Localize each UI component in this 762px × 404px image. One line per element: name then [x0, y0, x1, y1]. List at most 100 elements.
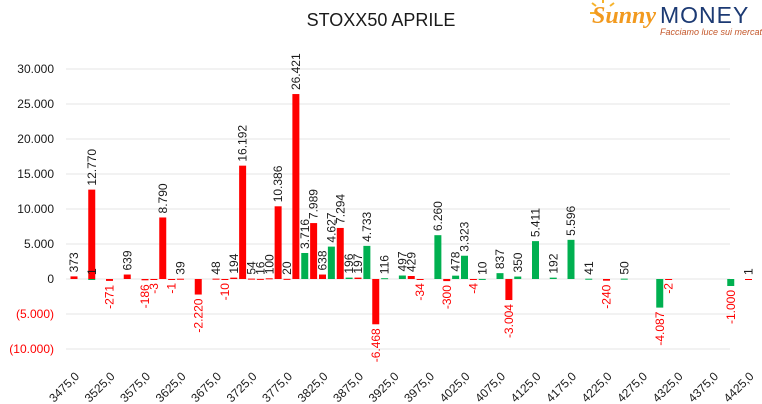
bar-call: [381, 278, 389, 280]
x-tick-label: 3575,0: [117, 369, 153, 404]
bar-put: [88, 189, 96, 279]
logo-brand-script: Sunny: [592, 3, 657, 29]
x-tick-label: 3475,0: [46, 369, 82, 404]
bar-put: [745, 278, 752, 280]
bar-call: [585, 278, 593, 280]
data-label: -2: [662, 283, 676, 294]
bar-call: [567, 239, 575, 279]
data-label: 194: [227, 253, 241, 273]
bar-put: [230, 277, 238, 279]
data-label: 1: [742, 268, 756, 275]
bar-call: [434, 235, 442, 279]
data-label: -3: [147, 283, 161, 294]
bar-put: [603, 279, 610, 281]
data-label: -10: [218, 283, 232, 301]
x-tick-label: 4175,0: [543, 369, 579, 404]
data-label: 4.733: [360, 212, 374, 242]
gridlines: [66, 68, 730, 350]
x-tick-label: 3925,0: [366, 369, 402, 404]
data-labels: 373 12.770 1 -271 639 -186-3 8.790 -1 39 -2.220 48…: [67, 53, 756, 362]
bar-put: [283, 278, 291, 280]
data-label: 7.294: [333, 194, 347, 224]
bar-put: [319, 274, 326, 279]
data-label: 16.192: [236, 125, 250, 162]
bar-put: [239, 165, 247, 279]
y-tick-label: (10.000): [9, 342, 54, 356]
bar-call: [398, 275, 406, 279]
y-axis-ticks: 30.000 25.000 20.000 15.000 10.000 5.000 0 (5.0…: [9, 62, 54, 356]
data-label: 4.627: [324, 212, 338, 242]
logo-tagline: Facciamo luce sui mercati: [660, 27, 762, 37]
data-label: -2.220: [191, 298, 205, 332]
bar-put: [416, 279, 424, 280]
data-label: 12.770: [85, 149, 99, 186]
data-label: 26.421: [289, 53, 303, 90]
data-label: 192: [546, 253, 560, 273]
data-label: 5.411: [529, 208, 543, 237]
bar-call: [478, 278, 486, 280]
bar-call: [301, 252, 309, 279]
x-tick-label: 4425,0: [721, 369, 757, 404]
data-label: -3.004: [502, 304, 516, 338]
y-tick-label: 30.000: [17, 62, 54, 76]
bar-put: [336, 227, 344, 279]
data-label: 20: [280, 261, 294, 275]
data-label: 48: [209, 261, 223, 275]
data-label: 3.323: [458, 221, 472, 251]
bar-put: [212, 278, 220, 280]
data-label: 50: [617, 261, 631, 275]
bar-put: [106, 279, 113, 281]
bar-call: [88, 278, 96, 280]
data-label: -300: [440, 285, 454, 309]
bar-put: [407, 275, 415, 279]
bar-put: [265, 278, 273, 280]
data-label: 350: [511, 252, 525, 272]
data-label: 5.596: [564, 205, 578, 235]
y-tick-label: 0: [47, 272, 54, 286]
bar-call: [727, 279, 735, 286]
bar-call: [327, 246, 335, 279]
data-label: -186: [138, 284, 152, 308]
sun-icon: [590, 0, 615, 14]
data-label: 639: [120, 250, 134, 270]
bar-put: [310, 223, 318, 279]
bars: [70, 94, 752, 325]
y-tick-label: 25.000: [17, 97, 54, 111]
x-tick-label: 3775,0: [259, 369, 295, 404]
bar-put: [159, 217, 167, 279]
data-label: 116: [378, 255, 392, 274]
data-label: 54: [245, 261, 259, 275]
bar-put: [123, 274, 131, 279]
data-label: -1.000: [724, 290, 738, 324]
data-label: 16: [253, 261, 267, 275]
chart-title: STOXX50 APRILE: [306, 10, 456, 30]
data-label: 196: [342, 253, 356, 273]
bar-call: [363, 245, 371, 279]
x-tick-label: 4125,0: [508, 369, 544, 404]
bar-put: [354, 277, 362, 279]
y-tick-label: 15.000: [17, 167, 54, 181]
bar-call: [461, 255, 468, 279]
bar-put: [469, 279, 477, 280]
data-label: 638: [316, 250, 330, 270]
data-label: -6.468: [369, 328, 383, 362]
y-tick-label: 5.000: [24, 237, 54, 251]
x-tick-label: 3675,0: [188, 369, 224, 404]
y-tick-label: 10.000: [17, 202, 54, 216]
data-label: 6.260: [431, 201, 445, 231]
data-label: 837: [493, 249, 507, 269]
data-label: 478: [449, 251, 463, 271]
bar-put: [256, 278, 264, 280]
data-label: 497: [395, 251, 409, 271]
data-label: -240: [600, 284, 614, 308]
bar-put: [274, 206, 282, 279]
bar-put: [221, 279, 229, 280]
x-tick-label: 4325,0: [650, 369, 686, 404]
x-tick-label: 3825,0: [295, 369, 331, 404]
data-label: 10.386: [271, 165, 285, 202]
x-tick-label: 3725,0: [224, 369, 260, 404]
x-tick-label: 4225,0: [579, 369, 615, 404]
y-tick-label: (5.000): [16, 307, 54, 321]
bar-call: [656, 279, 664, 308]
